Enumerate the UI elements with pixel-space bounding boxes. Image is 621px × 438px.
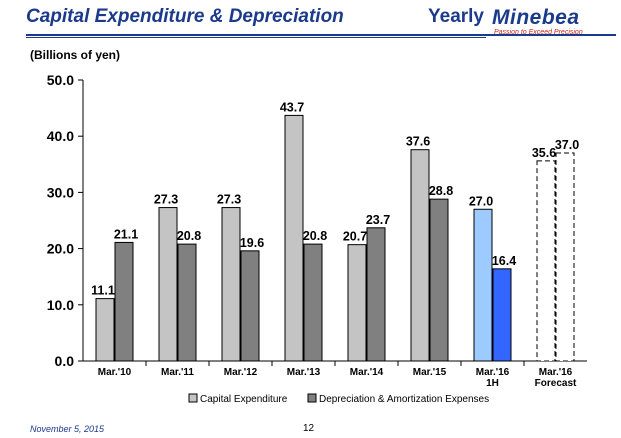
bar-depreciation xyxy=(555,152,575,362)
legend-swatch-depreciation xyxy=(307,393,317,403)
bar-capital-expenditure xyxy=(221,207,241,362)
x-tick-label: Mar.'14 xyxy=(350,367,384,378)
data-label-depreciation: 23.7 xyxy=(366,213,390,227)
data-label-capital-expenditure: 37.6 xyxy=(406,135,430,149)
bar-depreciation xyxy=(492,268,512,362)
page-title: Capital Expenditure & Depreciation xyxy=(26,6,344,27)
data-label-capital-expenditure: 27.3 xyxy=(217,193,241,207)
bar-capital-expenditure xyxy=(284,114,304,362)
x-tick-label: Mar.'16 xyxy=(476,367,510,378)
data-label-capital-expenditure: 11.1 xyxy=(91,284,115,298)
y-tick-label: 40.0 xyxy=(47,128,74,144)
y-tick-label: 50.0 xyxy=(47,72,74,88)
x-tick-label: Forecast xyxy=(535,378,577,389)
bar-capital-expenditure xyxy=(158,207,178,362)
period-label: Yearly xyxy=(428,6,484,27)
bar-capital-expenditure xyxy=(410,149,430,362)
bar-capital-expenditure xyxy=(347,244,367,362)
y-tick-label: 20.0 xyxy=(47,241,74,257)
page-number: 12 xyxy=(303,423,315,434)
data-label-depreciation: 37.0 xyxy=(555,138,579,152)
header-rule-thin xyxy=(26,37,486,38)
bar-capital-expenditure xyxy=(536,160,556,362)
bar-capital-expenditure xyxy=(473,208,493,362)
bar-depreciation xyxy=(429,198,449,362)
x-tick-label: Mar.'15 xyxy=(413,367,447,378)
legend-swatch-capital-expenditure xyxy=(188,393,198,403)
bar-depreciation xyxy=(114,241,134,362)
y-tick-label: 30.0 xyxy=(47,184,74,200)
legend-label-capital-expenditure: Capital Expenditure xyxy=(200,394,288,405)
x-tick-label: 1H xyxy=(486,378,499,389)
data-label-depreciation: 20.8 xyxy=(177,229,201,243)
y-tick-label: 10.0 xyxy=(47,297,74,313)
x-tick-label: Mar.'13 xyxy=(287,367,321,378)
bar-depreciation xyxy=(177,243,197,362)
bar-depreciation xyxy=(366,227,386,362)
y-tick-label: 0.0 xyxy=(55,353,75,369)
data-label-capital-expenditure: 35.6 xyxy=(532,146,556,160)
data-label-depreciation: 19.6 xyxy=(240,236,264,250)
x-tick-label: Mar.'16 xyxy=(539,367,573,378)
bar-capital-expenditure xyxy=(95,298,115,362)
data-label-depreciation: 21.1 xyxy=(114,227,138,241)
legend-label-depreciation: Depreciation & Amortization Expenses xyxy=(319,394,489,405)
bar-depreciation xyxy=(303,243,323,362)
x-tick-label: Mar.'11 xyxy=(161,367,194,378)
y-axis-unit-label: (Billions of yen) xyxy=(30,48,120,62)
data-label-capital-expenditure: 27.3 xyxy=(154,193,178,207)
data-label-capital-expenditure: 27.0 xyxy=(469,194,493,208)
x-tick-label: Mar.'12 xyxy=(224,367,258,378)
footer-date: November 5, 2015 xyxy=(30,424,105,434)
data-label-capital-expenditure: 43.7 xyxy=(280,100,304,114)
data-label-depreciation: 16.4 xyxy=(492,254,516,268)
company-tagline: Passion to Exceed Precision xyxy=(494,29,583,36)
header-rule xyxy=(26,34,616,36)
bar-depreciation xyxy=(240,250,260,362)
data-label-capital-expenditure: 20.7 xyxy=(343,230,367,244)
company-logo: Minebea xyxy=(492,6,580,29)
x-tick-label: Mar.'10 xyxy=(98,367,132,378)
data-label-depreciation: 20.8 xyxy=(303,229,327,243)
data-label-depreciation: 28.8 xyxy=(429,184,453,198)
